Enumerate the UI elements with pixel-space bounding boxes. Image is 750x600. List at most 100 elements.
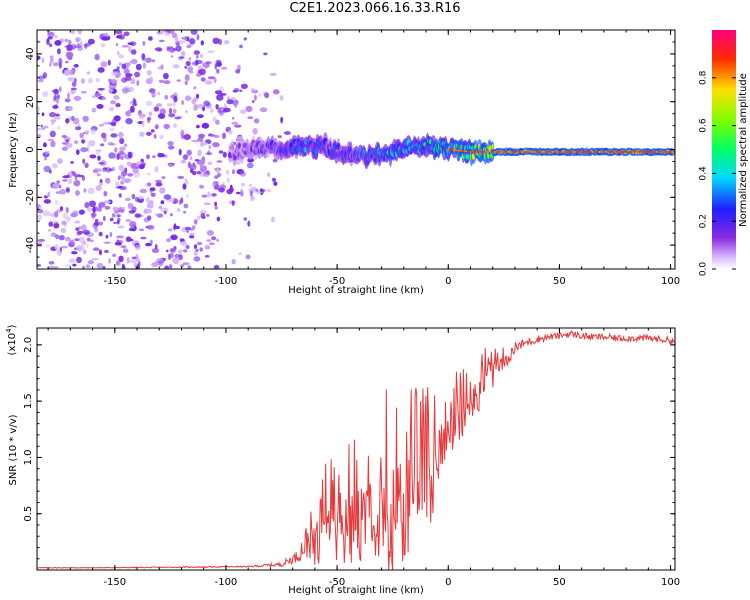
signal-core: [471, 151, 475, 153]
noise-blob: [197, 149, 202, 157]
noise-blob: [67, 92, 70, 99]
noise-blob: [114, 241, 122, 246]
noise-blob: [82, 115, 90, 123]
x-tick-label: -50: [329, 577, 345, 588]
signal-core: [611, 151, 615, 153]
noise-blob: [170, 235, 177, 240]
noise-blob: [115, 103, 121, 108]
noise-blob: [138, 113, 145, 120]
noise-blob: [86, 237, 91, 242]
noise-blob: [196, 114, 204, 119]
noise-blob: [37, 264, 41, 267]
noise-blob: [69, 239, 75, 246]
noise-blob: [87, 38, 95, 45]
noise-blob: [184, 181, 189, 185]
noise-blob: [141, 120, 145, 128]
noise-blob: [157, 153, 165, 158]
noise-blob: [133, 262, 138, 268]
noise-blob: [55, 113, 60, 117]
noise-blob: [109, 232, 113, 238]
noise-blob: [66, 44, 73, 52]
noise-blob: [190, 30, 198, 35]
noise-blob: [184, 178, 188, 182]
noise-blob: [118, 255, 124, 262]
noise-blob: [196, 241, 203, 246]
noise-blob: [193, 256, 201, 262]
signal-core: [580, 151, 583, 153]
noise-blob: [181, 100, 184, 105]
signal-core: [635, 151, 639, 153]
noise-blob: [130, 105, 135, 113]
noise-blob: [98, 221, 104, 226]
noise-blob: [94, 168, 99, 174]
spectrogram-panel: -150 -100 -50 0 50 100 -40 -20 0 20 40 Height of …: [8, 29, 680, 296]
noise-blob: [182, 154, 189, 160]
noise-blob: [132, 168, 139, 174]
noise-blob: [217, 172, 222, 178]
noise-blob: [89, 154, 97, 159]
noise-blob: [48, 265, 56, 269]
noise-blob: [166, 249, 169, 253]
noise-blob: [250, 195, 255, 201]
y-tick-label: 1.0: [23, 449, 34, 465]
noise-blob: [182, 183, 187, 190]
x-tick-label: 100: [661, 577, 680, 588]
noise-blob: [72, 263, 77, 267]
signal-core: [553, 151, 557, 153]
noise-blob: [162, 207, 169, 211]
noise-blob: [43, 199, 51, 204]
noise-blob: [222, 181, 225, 186]
noise-blob: [70, 89, 77, 94]
noise-blob: [222, 151, 227, 158]
noise-blob: [189, 232, 195, 236]
noise-blob: [91, 258, 99, 261]
noise-blob: [125, 111, 131, 117]
noise-blob: [52, 105, 59, 109]
x-tick-label: -150: [103, 276, 126, 287]
noise-blob: [182, 262, 190, 266]
signal-core: [589, 151, 592, 153]
signal-core: [624, 151, 628, 153]
noise-blob: [170, 252, 174, 259]
noise-blob: [107, 59, 111, 66]
noise-blob: [277, 135, 282, 139]
y-tick-label: 2.0: [23, 337, 34, 353]
signal-core: [526, 151, 530, 153]
noise-blob: [214, 206, 218, 210]
noise-blob: [189, 235, 195, 239]
noise-blob: [147, 215, 152, 221]
snr-marks: [37, 330, 675, 570]
signal-core: [578, 151, 581, 153]
noise-blob: [232, 89, 238, 93]
noise-blob: [134, 71, 141, 78]
signal-core: [604, 151, 608, 153]
signal-core: [446, 148, 450, 151]
signal-core: [618, 151, 621, 153]
noise-blob: [226, 99, 234, 105]
noise-blob: [50, 119, 57, 123]
noise-blob: [105, 234, 109, 239]
noise-blob: [217, 167, 222, 171]
noise-blob: [65, 142, 73, 149]
noise-blob: [185, 60, 191, 67]
noise-blob: [200, 212, 206, 219]
noise-blob: [52, 62, 60, 67]
noise-blob: [83, 241, 86, 245]
noise-blob: [196, 124, 200, 129]
noise-blob: [48, 229, 51, 232]
noise-blob: [44, 150, 51, 155]
signal-core: [522, 151, 526, 153]
noise-blob: [108, 152, 116, 159]
noise-blob: [184, 66, 188, 69]
noise-blob: [218, 38, 223, 46]
noise-blob: [127, 202, 133, 210]
colorbar-ticks: 0.0 0.2 0.4 0.6 0.8: [699, 70, 736, 276]
noise-blob: [148, 203, 154, 208]
noise-blob: [108, 168, 113, 172]
noise-blob: [205, 170, 210, 175]
noise-blob: [255, 189, 259, 192]
noise-blob: [145, 242, 152, 247]
noise-blob: [148, 200, 154, 205]
colorbar: 0.0 0.2 0.4 0.6 0.8 Normalized spectral ampl…: [699, 30, 749, 276]
noise-blob: [129, 100, 134, 105]
